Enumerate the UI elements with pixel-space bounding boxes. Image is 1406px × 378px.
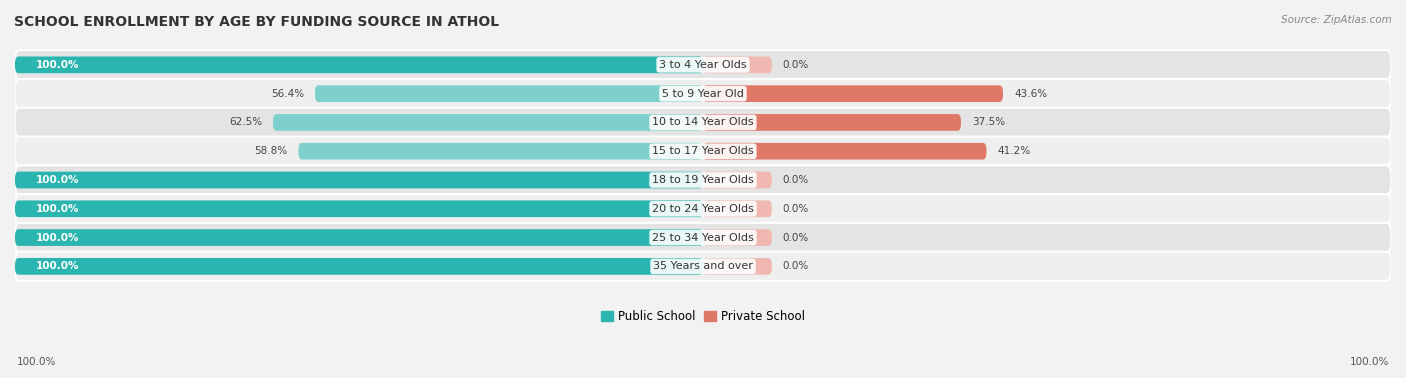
FancyBboxPatch shape — [703, 229, 772, 246]
Text: 37.5%: 37.5% — [972, 118, 1005, 127]
Text: 100.0%: 100.0% — [1350, 357, 1389, 367]
Text: 25 to 34 Year Olds: 25 to 34 Year Olds — [652, 232, 754, 243]
FancyBboxPatch shape — [15, 172, 703, 188]
FancyBboxPatch shape — [315, 85, 703, 102]
FancyBboxPatch shape — [15, 56, 703, 73]
FancyBboxPatch shape — [703, 200, 772, 217]
Text: 18 to 19 Year Olds: 18 to 19 Year Olds — [652, 175, 754, 185]
Text: 0.0%: 0.0% — [783, 232, 808, 243]
Text: Source: ZipAtlas.com: Source: ZipAtlas.com — [1281, 15, 1392, 25]
Text: 100.0%: 100.0% — [35, 232, 79, 243]
FancyBboxPatch shape — [15, 165, 1391, 195]
Text: 0.0%: 0.0% — [783, 261, 808, 271]
FancyBboxPatch shape — [15, 223, 1391, 252]
Text: 0.0%: 0.0% — [783, 60, 808, 70]
FancyBboxPatch shape — [15, 136, 1391, 166]
FancyBboxPatch shape — [15, 200, 703, 217]
FancyBboxPatch shape — [15, 79, 1391, 108]
FancyBboxPatch shape — [703, 85, 1002, 102]
Text: 41.2%: 41.2% — [997, 146, 1031, 156]
Text: 10 to 14 Year Olds: 10 to 14 Year Olds — [652, 118, 754, 127]
Text: 100.0%: 100.0% — [35, 204, 79, 214]
FancyBboxPatch shape — [15, 50, 1391, 79]
Text: 15 to 17 Year Olds: 15 to 17 Year Olds — [652, 146, 754, 156]
FancyBboxPatch shape — [15, 229, 703, 246]
Text: 58.8%: 58.8% — [254, 146, 287, 156]
FancyBboxPatch shape — [703, 114, 960, 131]
Text: 20 to 24 Year Olds: 20 to 24 Year Olds — [652, 204, 754, 214]
FancyBboxPatch shape — [703, 143, 987, 160]
Text: 100.0%: 100.0% — [35, 261, 79, 271]
FancyBboxPatch shape — [703, 56, 772, 73]
FancyBboxPatch shape — [15, 194, 1391, 223]
Text: 100.0%: 100.0% — [35, 175, 79, 185]
FancyBboxPatch shape — [15, 252, 1391, 281]
Text: 43.6%: 43.6% — [1014, 88, 1047, 99]
FancyBboxPatch shape — [703, 258, 772, 275]
Text: 5 to 9 Year Old: 5 to 9 Year Old — [662, 88, 744, 99]
Text: 62.5%: 62.5% — [229, 118, 262, 127]
Text: 0.0%: 0.0% — [783, 204, 808, 214]
FancyBboxPatch shape — [15, 108, 1391, 137]
FancyBboxPatch shape — [703, 172, 772, 188]
Legend: Public School, Private School: Public School, Private School — [596, 305, 810, 328]
FancyBboxPatch shape — [298, 143, 703, 160]
FancyBboxPatch shape — [273, 114, 703, 131]
Text: 56.4%: 56.4% — [271, 88, 304, 99]
Text: 0.0%: 0.0% — [783, 175, 808, 185]
FancyBboxPatch shape — [15, 258, 703, 275]
Text: 35 Years and over: 35 Years and over — [652, 261, 754, 271]
Text: 100.0%: 100.0% — [35, 60, 79, 70]
Text: 100.0%: 100.0% — [17, 357, 56, 367]
Text: SCHOOL ENROLLMENT BY AGE BY FUNDING SOURCE IN ATHOL: SCHOOL ENROLLMENT BY AGE BY FUNDING SOUR… — [14, 15, 499, 29]
Text: 3 to 4 Year Olds: 3 to 4 Year Olds — [659, 60, 747, 70]
